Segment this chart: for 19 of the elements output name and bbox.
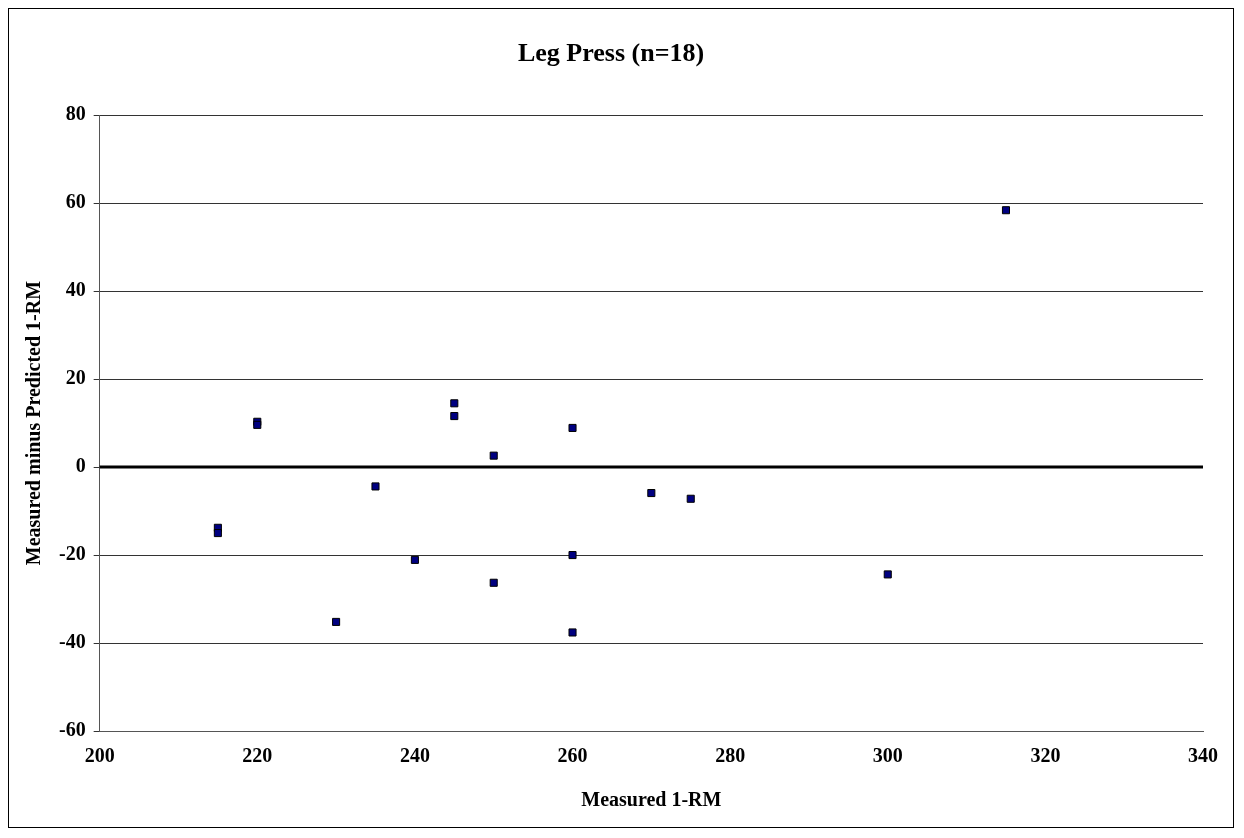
x-tick-label: 340 <box>1188 744 1218 767</box>
x-tick-label: 280 <box>715 744 746 767</box>
y-tick-label: -40 <box>58 630 86 653</box>
x-tick-label: 220 <box>242 744 273 767</box>
y-tick-label: 0 <box>75 454 86 477</box>
x-tick-label: 200 <box>84 744 115 767</box>
x-tick-label: 260 <box>557 744 588 767</box>
x-tick-label: 300 <box>872 744 903 767</box>
y-tick-label: -60 <box>58 718 86 741</box>
x-tick-label: 320 <box>1030 744 1061 767</box>
y-tick-label: -20 <box>58 542 86 565</box>
y-tick-label: 20 <box>65 366 86 389</box>
y-tick-label: 60 <box>65 190 86 213</box>
y-tick-label: 80 <box>65 102 86 125</box>
y-axis-title: Measured minus Predicted 1-RM <box>22 280 45 566</box>
chart-title: Leg Press (n=18) <box>517 38 705 68</box>
x-axis-title: Measured 1-RM <box>581 788 722 811</box>
y-tick-label: 40 <box>65 278 86 301</box>
x-tick-label: 240 <box>399 744 430 767</box>
